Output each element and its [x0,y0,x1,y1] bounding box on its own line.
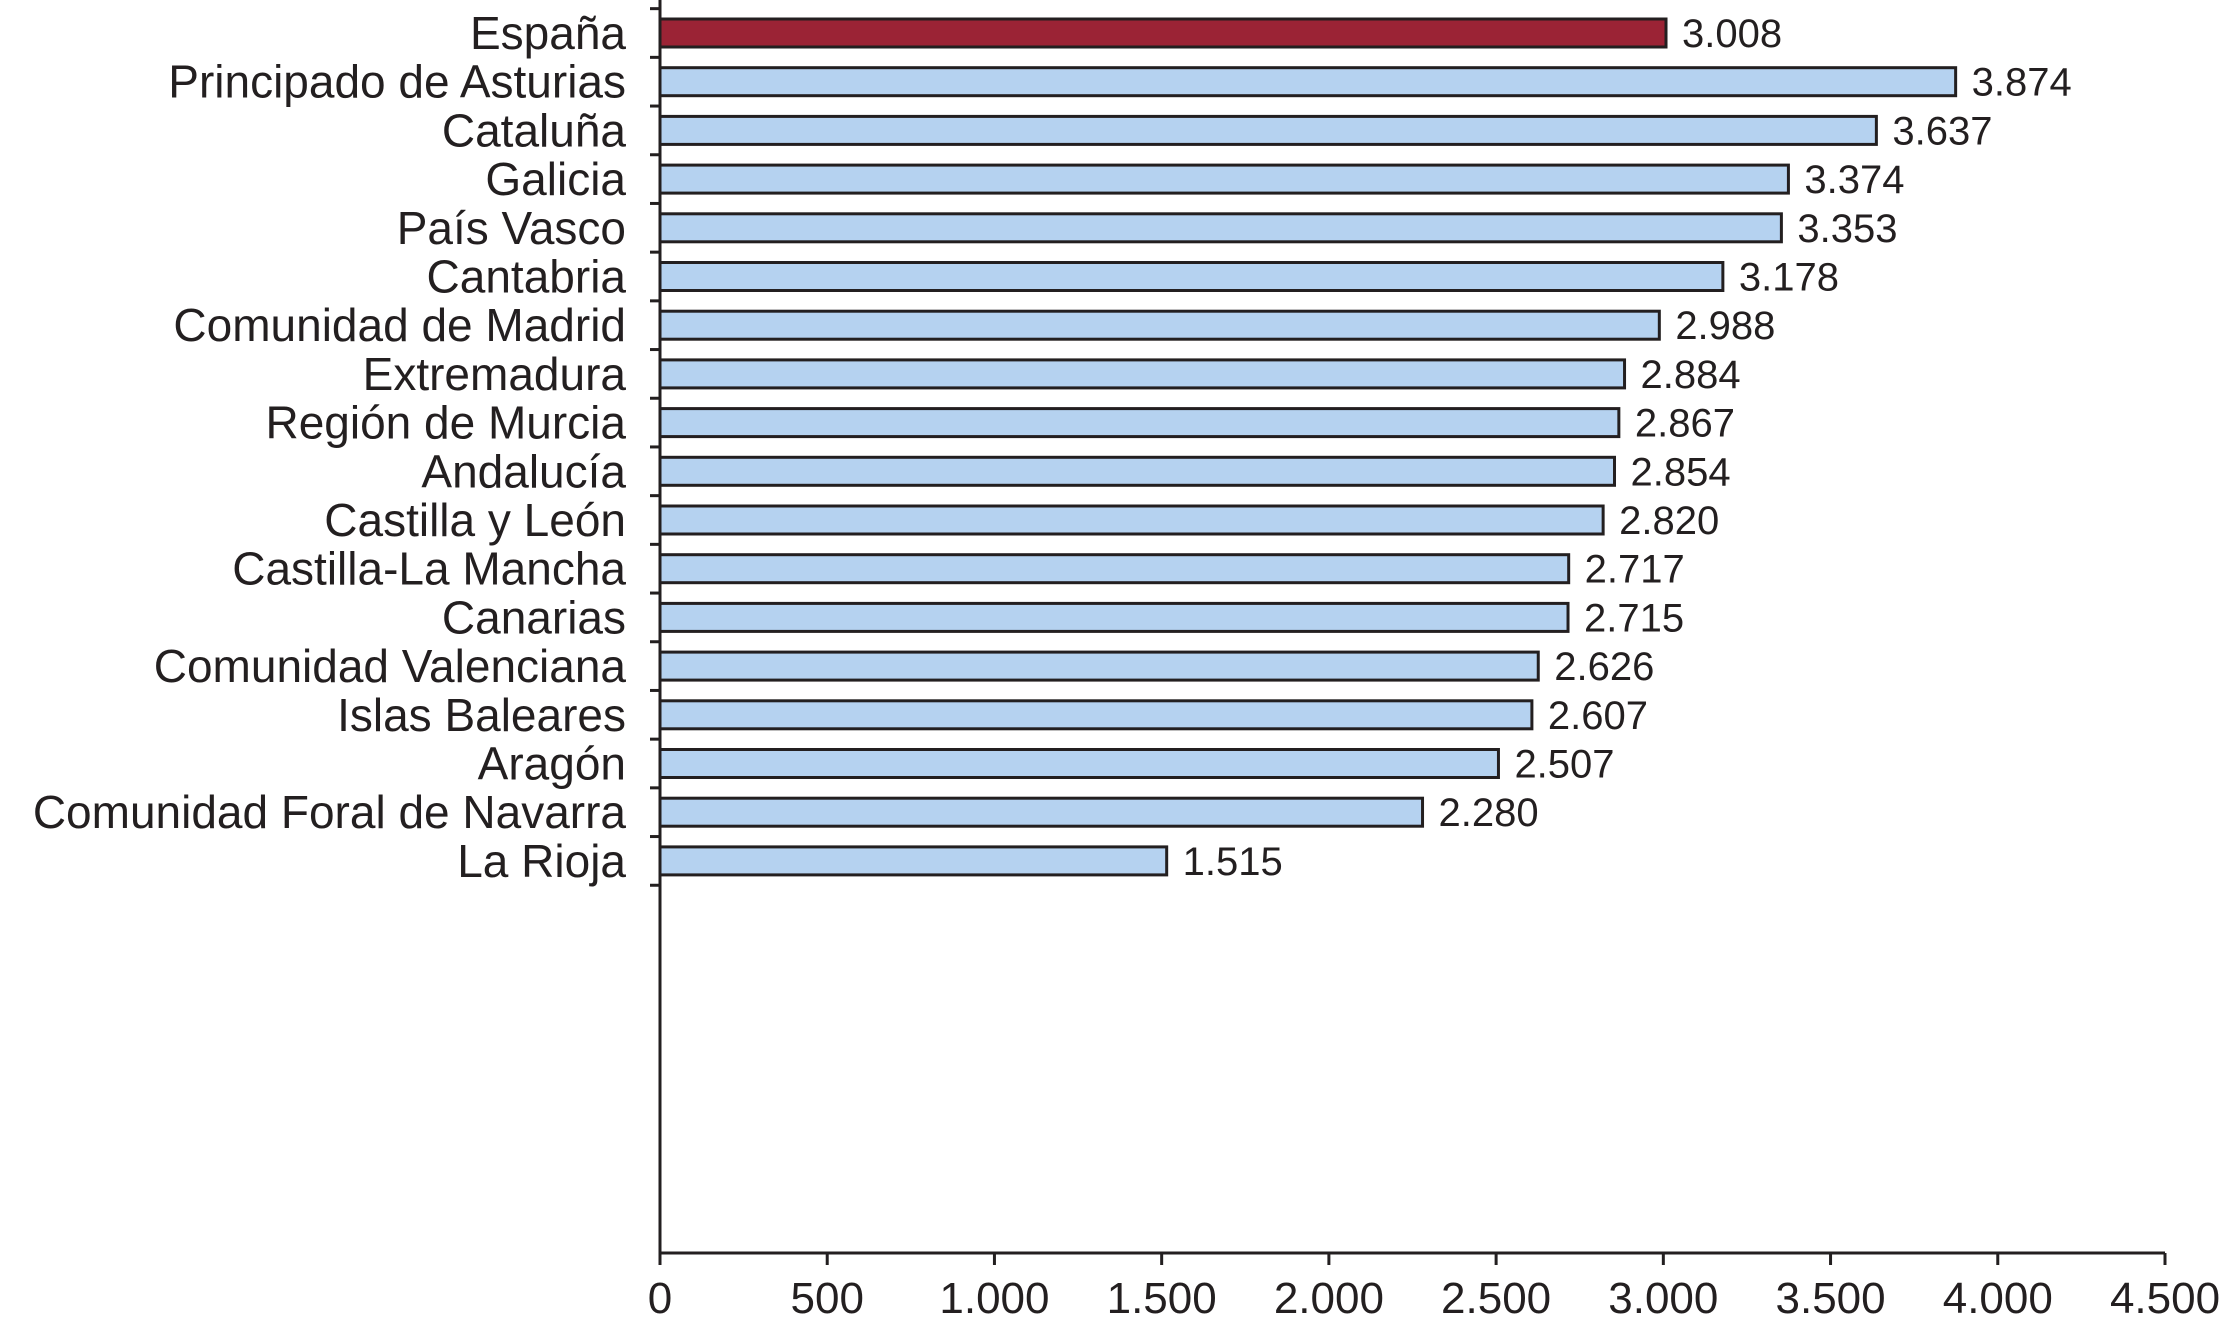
x-tick-label: 4.000 [1943,1274,2053,1323]
category-label: Canarias [442,591,626,643]
category-label: Aragón [478,738,626,790]
value-label: 3.178 [1739,256,1839,300]
category-label: Castilla y León [324,494,626,546]
bar [658,601,1570,633]
category-label: Islas Baleares [337,689,626,741]
bar [658,261,1725,292]
category-label: Principado de Asturias [168,56,626,108]
value-label: 3.637 [1892,109,1992,153]
value-label: 3.874 [1972,61,2072,105]
bar [658,17,1668,49]
category-label: Extremadura [363,348,627,400]
bar [658,504,1605,536]
x-tick-label: 4.500 [2110,1274,2220,1323]
value-label: 2.626 [1554,645,1654,689]
bar [658,114,1878,146]
category-label: Región de Murcia [265,397,626,449]
category-label: Galicia [485,153,626,205]
bar [658,699,1534,731]
labels-layer: España 3.008 Principado de Asturias 3.874 Ca… [33,7,2220,1323]
category-label: Comunidad Foral de Navarra [33,786,627,838]
x-tick-label: 3.500 [1776,1274,1886,1323]
category-label: Cataluña [442,104,627,156]
bar [658,650,1540,682]
value-label: 2.280 [1439,791,1539,835]
bar [658,748,1500,779]
bar [658,66,1958,98]
bar [658,309,1661,341]
value-label: 3.353 [1797,207,1897,251]
category-label: La Rioja [457,835,626,887]
value-label: 2.884 [1641,353,1741,397]
bar [658,212,1783,244]
bar [658,163,1790,195]
x-tick-label: 1.500 [1107,1274,1217,1323]
value-label: 2.854 [1631,450,1731,494]
value-label: 2.607 [1548,694,1648,738]
x-tick-label: 500 [791,1274,864,1323]
category-label: Andalucía [421,445,626,497]
value-label: 3.374 [1804,158,1904,202]
bar [658,845,1169,877]
bars-layer [658,17,1958,877]
value-label: 2.820 [1619,499,1719,543]
value-label: 2.988 [1675,304,1775,348]
value-label: 2.717 [1585,548,1685,592]
category-label: Cantabria [427,251,627,303]
value-label: 3.008 [1682,12,1782,56]
category-label: País Vasco [397,202,626,254]
axes-layer [650,0,2167,1265]
value-label: 2.715 [1584,596,1684,640]
category-label: Comunidad de Madrid [173,299,626,351]
bar [658,553,1571,585]
bar [658,407,1621,439]
value-label: 2.867 [1635,402,1735,446]
category-label: Castilla-La Mancha [232,543,626,595]
category-label: Comunidad Valenciana [154,640,627,692]
value-label: 1.515 [1183,840,1283,884]
category-label: España [470,7,626,59]
x-tick-label: 2.500 [1441,1274,1551,1323]
value-label: 2.507 [1514,743,1614,787]
x-tick-label: 1.000 [939,1274,1049,1323]
bar [658,358,1627,390]
x-tick-label: 2.000 [1274,1274,1384,1323]
x-tick-label: 3.000 [1608,1274,1718,1323]
bar [658,796,1425,828]
bar [658,455,1617,487]
x-tick-label: 0 [648,1274,672,1323]
